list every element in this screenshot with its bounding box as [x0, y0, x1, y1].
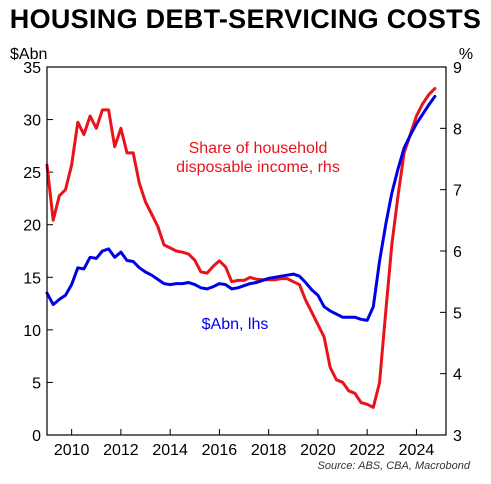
- left-tick-label: 0: [32, 428, 41, 445]
- x-tick-label: 2010: [54, 442, 90, 459]
- right-tick-label: 7: [453, 183, 462, 200]
- plot-frame: [46, 66, 447, 436]
- chart-title: HOUSING DEBT-SERVICING COSTS: [9, 4, 482, 34]
- x-tick-label: 2024: [399, 442, 435, 459]
- right-axis-unit: %: [459, 46, 473, 63]
- left-tick-label: 20: [23, 218, 41, 235]
- right-tick-label: 4: [453, 367, 462, 384]
- red-series-label-line1: Share of household: [189, 140, 328, 157]
- right-tick-label: 3: [453, 428, 462, 445]
- x-tick-label: 2012: [103, 442, 139, 459]
- x-tick-label: 2014: [152, 442, 188, 459]
- left-tick-label: 5: [32, 375, 41, 392]
- x-tick-label: 2022: [349, 442, 385, 459]
- x-tick-label: 2018: [251, 442, 287, 459]
- x-axis-ticks: 2010 2012 2014 2016 2018 2020 2022 2024: [54, 429, 435, 459]
- left-tick-label: 30: [23, 113, 41, 130]
- left-axis-unit: $Abn: [10, 46, 47, 63]
- right-tick-label: 8: [453, 121, 462, 138]
- left-tick-label: 35: [23, 60, 41, 77]
- source-note: Source: ABS, CBA, Macrobond: [318, 460, 471, 472]
- red-series-label-line2: disposable income, rhs: [176, 159, 340, 176]
- blue-series-label: $Abn, lhs: [202, 316, 269, 333]
- right-tick-label: 6: [453, 244, 462, 261]
- right-axis-ticks: 3 4 5 6 7 8 9: [440, 60, 462, 445]
- abn-line: [45, 94, 437, 322]
- x-tick-label: 2016: [202, 442, 238, 459]
- share-of-income-line: [45, 87, 437, 409]
- left-tick-label: 15: [23, 270, 41, 287]
- left-tick-label: 25: [23, 165, 41, 182]
- left-axis-ticks: 0 5 10 15 20 25 30 35: [23, 60, 53, 445]
- x-tick-label: 2020: [300, 442, 336, 459]
- right-tick-label: 5: [453, 305, 462, 322]
- right-tick-label: 9: [453, 60, 462, 77]
- left-tick-label: 10: [23, 323, 41, 340]
- series-layer: [45, 87, 437, 409]
